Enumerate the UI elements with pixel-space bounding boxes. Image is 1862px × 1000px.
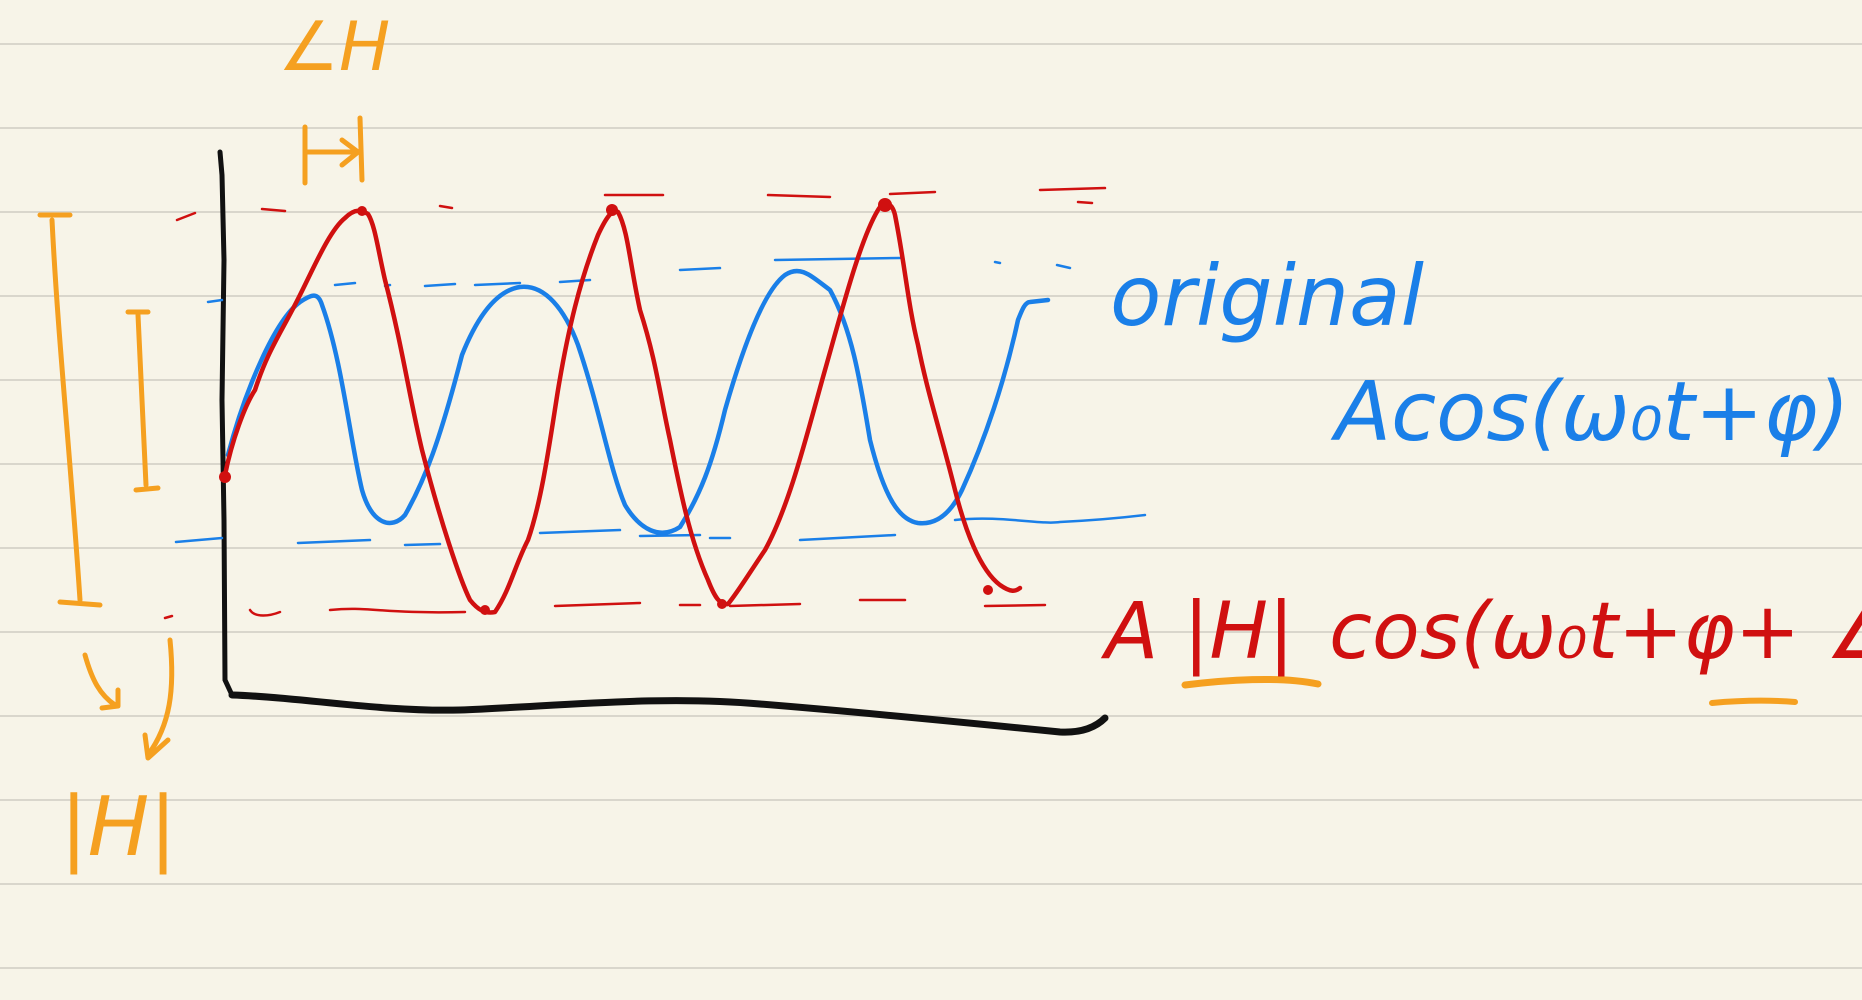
- output-amplitude-guides: [163, 186, 1107, 620]
- output-magnitude-bracket: [37, 212, 103, 608]
- ruled-lines: [0, 43, 1862, 969]
- output-formula-prefix: A: [1100, 587, 1158, 677]
- x-axis: [228, 691, 1109, 736]
- output-peak-marker-1: [357, 206, 367, 216]
- output-formula-phase: ∠H: [1825, 587, 1862, 677]
- magnitude-arrows: [82, 637, 175, 761]
- output-start-marker: [219, 471, 231, 483]
- phase-label: ∠H: [278, 8, 390, 87]
- phase-shift-marker: [302, 115, 365, 186]
- output-formula: A |H| cos(ω₀t+φ+ ∠H ): [1100, 587, 1862, 677]
- output-peak-marker-3: [878, 198, 892, 212]
- original-amplitude-guides: [174, 256, 1147, 547]
- original-formula: Acos(ω₀t+φ): [1330, 365, 1850, 460]
- phase-underline: [1709, 697, 1798, 706]
- output-signal-curve: [222, 201, 1023, 615]
- output-trough-marker-3: [983, 585, 993, 595]
- output-formula-magnitude: |H|: [1183, 587, 1294, 677]
- original-magnitude-bracket: [125, 309, 161, 493]
- output-trough-marker-1: [480, 605, 490, 615]
- original-label: original: [1110, 247, 1424, 345]
- output-peak-markers: [219, 198, 993, 615]
- magnitude-underline: [1181, 675, 1322, 689]
- y-axis: [217, 149, 235, 698]
- original-signal-curve: [225, 268, 1051, 535]
- output-peak-marker-2: [606, 204, 618, 216]
- output-formula-rest: cos(ω₀t+φ+: [1329, 587, 1800, 677]
- magnitude-label: |H|: [60, 780, 177, 875]
- output-trough-marker-2: [717, 599, 727, 609]
